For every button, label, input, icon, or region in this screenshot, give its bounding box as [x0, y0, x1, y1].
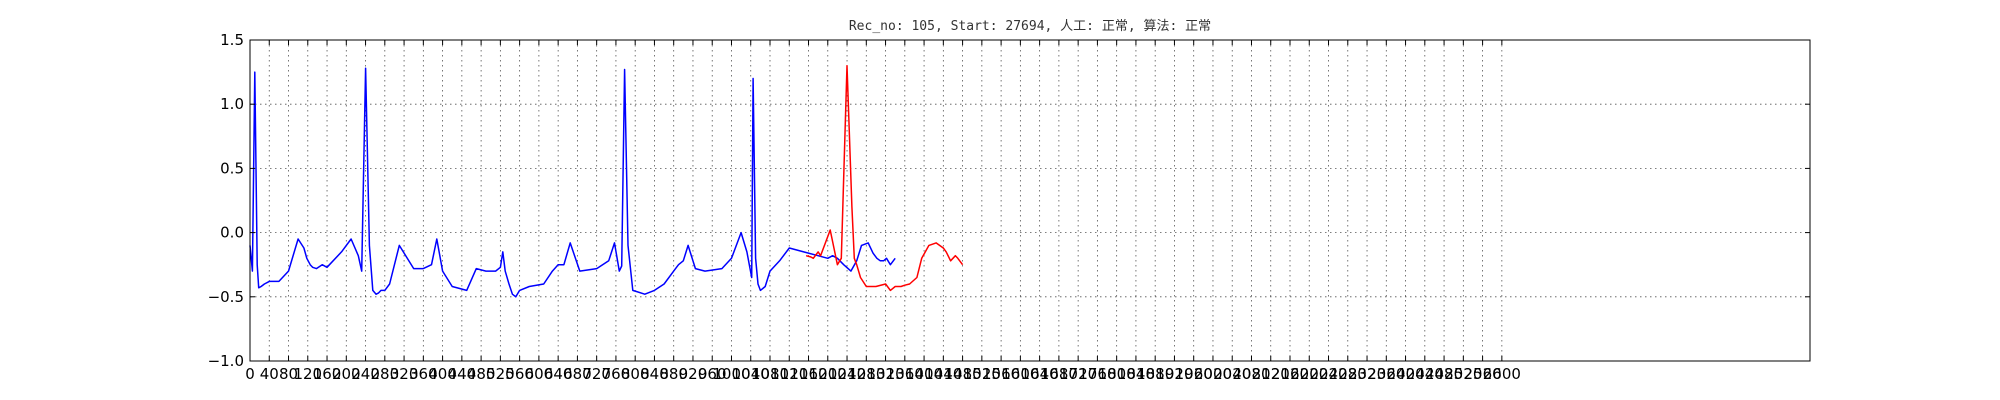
- x-tick-label: 1600: [1001, 365, 1039, 383]
- x-tick-label: 2520: [1444, 365, 1482, 383]
- x-tick-label: 840: [640, 365, 669, 383]
- x-tick-label: 80: [279, 365, 298, 383]
- y-tick-label: 1.5: [220, 31, 244, 49]
- x-axis-ticks: 0 40 8012016020024028032036040044048052056…: [245, 40, 1521, 383]
- x-tick-label: 2560: [1463, 365, 1501, 383]
- x-tick-label: 1240: [828, 365, 866, 383]
- grid-layer: [250, 40, 1810, 361]
- y-tick-label: 0.5: [220, 159, 244, 177]
- x-tick-label: 0: [245, 365, 255, 383]
- x-tick-label: 160: [313, 365, 342, 383]
- x-tick-label: 2040: [1213, 365, 1251, 383]
- x-tick-label: 680: [563, 365, 592, 383]
- y-tick-label: −1.0: [208, 352, 244, 370]
- x-tick-label: 1160: [789, 365, 827, 383]
- x-tick-label: 1320: [866, 365, 904, 383]
- x-tick-label: 1880: [1136, 365, 1174, 383]
- x-tick-label: 1960: [1175, 365, 1213, 383]
- chart-title: Rec_no: 105, Start: 27694, 人工: 正常, 算法: 正…: [849, 19, 1211, 34]
- x-tick-label: 120: [293, 365, 322, 383]
- x-tick-label: 400: [428, 365, 457, 383]
- x-tick-label: 240: [351, 365, 380, 383]
- x-tick-label: 1200: [809, 365, 847, 383]
- x-tick-label: 280: [370, 365, 399, 383]
- x-tick-label: 2160: [1271, 365, 1309, 383]
- x-tick-label: 1800: [1098, 365, 1136, 383]
- x-tick-label: 2440: [1406, 365, 1444, 383]
- x-tick-label: 320: [390, 365, 419, 383]
- x-tick-label: 1360: [886, 365, 924, 383]
- x-tick-label: 2600: [1483, 365, 1521, 383]
- y-axis-ticks: −1.0 −0.5 0.0 0.5 1.0 1.5: [208, 31, 1810, 370]
- x-tick-label: 1440: [924, 365, 962, 383]
- x-tick-label: 1400: [905, 365, 943, 383]
- x-tick-label: 1640: [1021, 365, 1059, 383]
- x-tick-label: 440: [448, 365, 477, 383]
- x-tick-label: 880: [659, 365, 688, 383]
- y-tick-label: 0.0: [220, 224, 244, 242]
- x-tick-label: 1040: [732, 365, 770, 383]
- x-tick-label: 600: [525, 365, 554, 383]
- plot-frame: [249, 39, 1811, 362]
- x-tick-label: 960: [698, 365, 727, 383]
- x-tick-label: 800: [621, 365, 650, 383]
- x-tick-label: 760: [602, 365, 631, 383]
- series-layer: [249, 64, 964, 298]
- x-tick-label: 1560: [982, 365, 1020, 383]
- x-tick-label: 360: [409, 365, 438, 383]
- x-tick-label: 1760: [1078, 365, 1116, 383]
- x-tick-label: 2480: [1425, 365, 1463, 383]
- highlighted-beat-line: [805, 64, 964, 292]
- x-tick-label: 2240: [1309, 365, 1347, 383]
- y-tick-label: −0.5: [208, 288, 244, 306]
- x-tick-label: 480: [467, 365, 496, 383]
- x-tick-label: 2280: [1329, 365, 1367, 383]
- ecg-series-line: [249, 67, 896, 298]
- x-tick-label: 2200: [1290, 365, 1328, 383]
- x-tick-label: 1280: [847, 365, 885, 383]
- x-tick-label: 1120: [770, 365, 808, 383]
- x-tick-label: 1520: [963, 365, 1001, 383]
- x-tick-label: 2320: [1348, 365, 1386, 383]
- x-tick-label: 200: [332, 365, 361, 383]
- x-tick-label: 560: [505, 365, 534, 383]
- x-tick-label: 1480: [943, 365, 981, 383]
- x-tick-label: 2400: [1386, 365, 1424, 383]
- x-tick-label: 520: [486, 365, 515, 383]
- x-tick-label: 1000: [712, 365, 750, 383]
- x-tick-label: 1720: [1059, 365, 1097, 383]
- x-tick-label: 2360: [1367, 365, 1405, 383]
- x-tick-label: 1920: [1155, 365, 1193, 383]
- x-tick-label: 1680: [1040, 365, 1078, 383]
- x-tick-label: 640: [544, 365, 573, 383]
- x-tick-label: 40: [260, 365, 279, 383]
- x-tick-label: 920: [679, 365, 708, 383]
- x-tick-label: 2080: [1232, 365, 1270, 383]
- x-tick-label: 1840: [1117, 365, 1155, 383]
- x-tick-label: 2120: [1252, 365, 1290, 383]
- x-tick-label: 2000: [1194, 365, 1232, 383]
- x-tick-label: 1080: [751, 365, 789, 383]
- x-tick-label: 720: [582, 365, 611, 383]
- y-tick-label: 1.0: [220, 95, 244, 113]
